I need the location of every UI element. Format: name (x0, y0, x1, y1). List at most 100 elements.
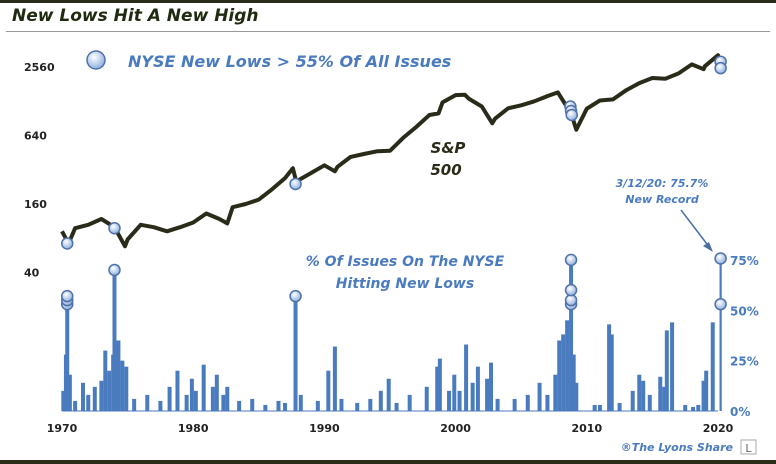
new-lows-bar (710, 322, 715, 411)
lows-y-tick-label: 0% (730, 405, 750, 419)
new-lows-bar (132, 398, 137, 411)
new-lows-bar (464, 344, 469, 411)
sp-label-2: 500 (430, 161, 461, 179)
new-lows-bar (658, 376, 663, 411)
new-lows-bar (80, 382, 85, 411)
new-lows-bar (193, 390, 198, 411)
new-lows-bar (124, 366, 129, 411)
new-lows-bar (225, 386, 230, 411)
new-lows-bar (437, 358, 442, 411)
new-lows-bar (485, 378, 490, 411)
new-lows-bar (647, 394, 652, 411)
new-lows-bar (368, 398, 373, 411)
bottom-rule (0, 460, 776, 464)
new-lows-bar (112, 269, 117, 411)
sp-marker (565, 108, 578, 122)
new-lows-bar (447, 390, 452, 411)
new-lows-bar (470, 382, 475, 411)
new-lows-bar (574, 382, 579, 411)
new-lows-bar (637, 374, 642, 411)
new-lows-bar (276, 400, 281, 411)
sp-y-tick-label: 160 (24, 198, 47, 211)
new-lows-bar (512, 398, 517, 411)
record-arrowhead-icon (703, 242, 713, 252)
lows-marker (564, 253, 578, 267)
new-lows-bar (597, 404, 602, 411)
new-lows-bar (201, 364, 206, 411)
record-arrow (680, 209, 711, 249)
new-lows-bar (221, 394, 226, 411)
new-lows-bar (167, 386, 172, 411)
lows-marker (714, 297, 727, 311)
x-tick-label: 2010 (571, 422, 602, 435)
new-lows-bar (189, 378, 194, 411)
new-lows-bar (107, 370, 112, 411)
new-lows-bar (73, 400, 78, 411)
lows-label-2: Hitting New Lows (336, 276, 474, 292)
title-rule (6, 31, 770, 32)
new-lows-bar (537, 382, 542, 411)
new-lows-bar (298, 394, 303, 411)
record-label-1: 3/12/20: 75.7% (616, 177, 709, 190)
new-lows-bar (67, 374, 72, 411)
new-lows-bar (92, 386, 97, 411)
new-lows-bar (701, 380, 706, 411)
lows-marker (714, 252, 727, 265)
new-lows-bar (145, 394, 150, 411)
new-lows-bar (293, 296, 298, 411)
new-lows-bar (670, 322, 675, 411)
new-lows-bar (210, 386, 215, 411)
lows-marker (108, 263, 121, 277)
new-lows-bar (662, 386, 667, 411)
new-lows-bar (339, 398, 344, 411)
new-lows-bar (120, 360, 125, 411)
new-lows-bar (407, 394, 412, 411)
new-lows-bar (545, 394, 550, 411)
new-lows-bar (607, 324, 612, 411)
lows-y-tick-label: 50% (730, 304, 759, 318)
new-lows-bar (664, 330, 669, 411)
new-lows-bar (557, 340, 562, 411)
new-lows-bar (704, 370, 709, 411)
new-lows-bar (355, 402, 360, 411)
sp-y-tick-label: 640 (24, 130, 47, 143)
new-lows-bars (61, 258, 722, 412)
new-lows-bar (609, 334, 614, 411)
new-lows-bar (452, 374, 457, 411)
new-lows-bar (683, 404, 688, 411)
new-lows-bar (394, 402, 399, 411)
lows-marker (564, 283, 578, 297)
logo-text: L (745, 442, 752, 455)
new-lows-bar (175, 370, 180, 411)
sp500-line (60, 53, 723, 249)
new-lows-bar (553, 374, 558, 411)
new-lows-bar (424, 386, 429, 411)
x-tick-label: 1980 (178, 422, 209, 435)
lows-label-1: % Of Issues On The NYSE (306, 254, 505, 270)
sp-label-1: S&P (431, 139, 466, 157)
sp-marker (60, 237, 74, 250)
logo-box (740, 439, 757, 455)
sp-y-tick-label: 40 (24, 267, 40, 280)
new-lows-bar (696, 404, 701, 411)
lows-y-tick-label: 75% (730, 254, 759, 268)
new-lows-bar (214, 374, 219, 411)
sp-marker (108, 221, 121, 235)
new-lows-bar (332, 346, 337, 411)
new-lows-bar (435, 366, 440, 411)
new-lows-bar (457, 390, 462, 411)
new-lows-bar (495, 398, 500, 411)
new-lows-bar (641, 380, 646, 411)
new-lows-bar (592, 404, 597, 411)
axis-ticks: 40 160 640 2560 0% 25% 50% 75% 1970 1980 1990 2000 2… (24, 61, 759, 435)
new-lows-bar (561, 334, 566, 411)
credit-text: ®The Lyons Share (621, 441, 734, 454)
new-lows-bar (691, 406, 696, 411)
new-lows-bar (489, 362, 494, 411)
record-label-2: New Record (625, 193, 699, 206)
new-lows-bar (386, 378, 391, 411)
new-lows-bar (116, 340, 121, 411)
new-lows-bar (617, 402, 622, 411)
